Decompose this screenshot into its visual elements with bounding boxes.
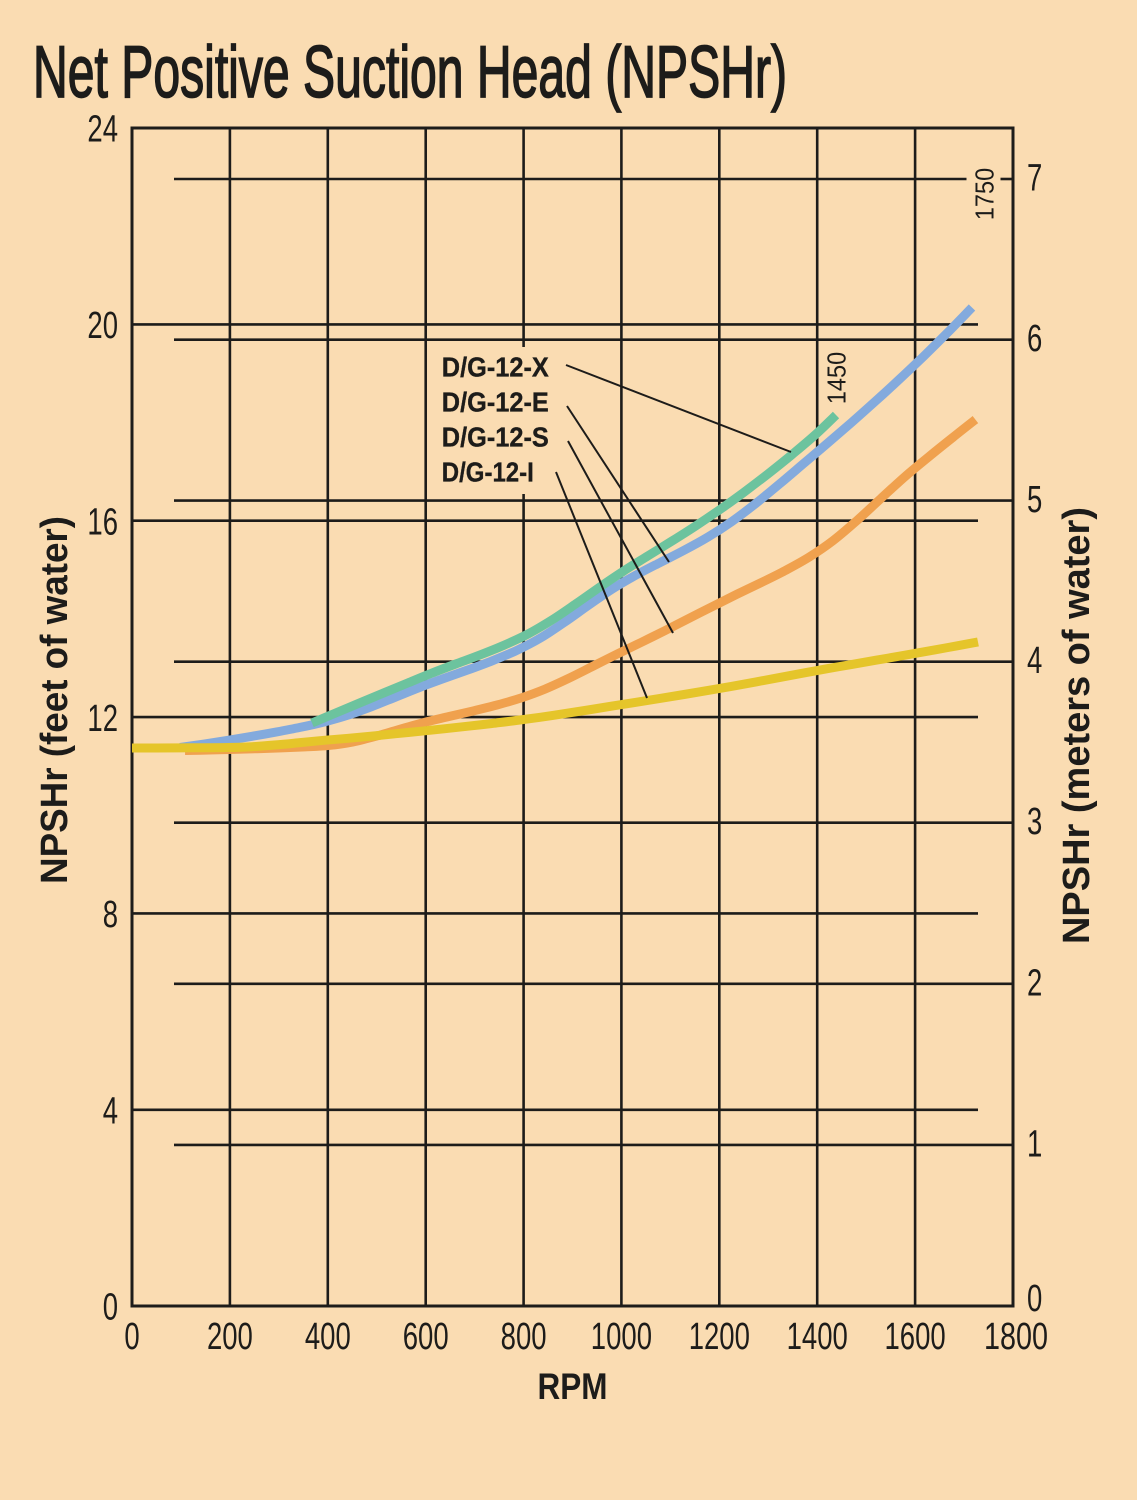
svg-text:20: 20	[87, 305, 118, 347]
svg-text:1200: 1200	[689, 1316, 750, 1358]
svg-text:2: 2	[1027, 962, 1042, 1004]
svg-text:RPM: RPM	[538, 1366, 608, 1407]
svg-text:0: 0	[124, 1316, 139, 1358]
svg-text:0: 0	[103, 1287, 118, 1329]
svg-text:12: 12	[87, 698, 118, 740]
svg-text:200: 200	[207, 1316, 253, 1358]
svg-text:1750: 1750	[969, 168, 999, 220]
svg-text:1450: 1450	[821, 352, 851, 404]
svg-text:NPSHr (feet of water): NPSHr (feet of water)	[34, 516, 76, 884]
svg-text:800: 800	[501, 1316, 547, 1358]
svg-text:7: 7	[1027, 158, 1042, 200]
svg-text:1: 1	[1027, 1123, 1042, 1165]
svg-text:600: 600	[403, 1316, 449, 1358]
svg-text:1800: 1800	[984, 1316, 1048, 1358]
svg-text:8: 8	[103, 894, 118, 936]
svg-text:D/G-12-X: D/G-12-X	[442, 351, 549, 382]
svg-text:3: 3	[1027, 801, 1042, 843]
svg-text:1600: 1600	[885, 1316, 946, 1358]
svg-text:Net Positive Suction Head (NPS: Net Positive Suction Head (NPSHr)	[33, 32, 787, 113]
svg-text:D/G-12-S: D/G-12-S	[442, 421, 549, 452]
svg-text:1400: 1400	[787, 1316, 848, 1358]
svg-text:400: 400	[305, 1316, 351, 1358]
svg-text:4: 4	[103, 1091, 118, 1133]
svg-text:6: 6	[1027, 318, 1042, 360]
svg-text:5: 5	[1027, 479, 1042, 521]
svg-text:1000: 1000	[591, 1316, 652, 1358]
svg-text:NPSHr (meters of water): NPSHr (meters of water)	[1056, 507, 1098, 944]
svg-text:0: 0	[1027, 1278, 1042, 1320]
svg-text:D/G-12-E: D/G-12-E	[442, 386, 549, 417]
svg-text:16: 16	[87, 501, 118, 543]
svg-text:4: 4	[1027, 640, 1042, 682]
svg-text:D/G-12-I: D/G-12-I	[442, 456, 534, 487]
svg-text:24: 24	[87, 109, 118, 151]
